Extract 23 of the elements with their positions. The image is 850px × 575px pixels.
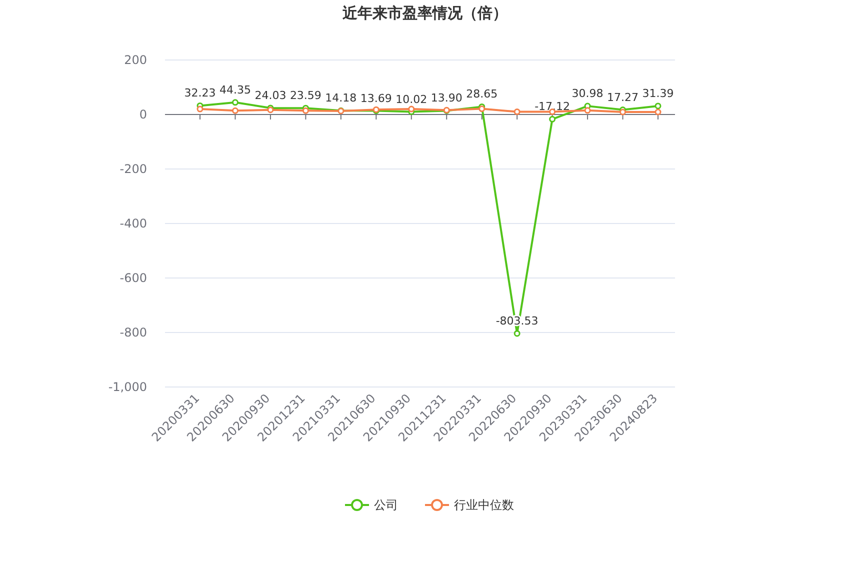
data-label: 13.90 xyxy=(430,92,462,105)
data-label: 17.27 xyxy=(607,90,639,104)
y-tick-label: -600 xyxy=(120,271,147,285)
data-label: 30.98 xyxy=(572,87,604,100)
legend-label: 行业中位数 xyxy=(454,498,514,512)
y-tick-label: 200 xyxy=(124,53,147,67)
data-label: 28.65 xyxy=(466,88,498,101)
data-label: 13.69 xyxy=(360,92,392,105)
y-tick-label: -800 xyxy=(120,326,147,340)
y-tick-label: -400 xyxy=(120,216,147,230)
data-label: 44.35 xyxy=(219,83,251,96)
y-tick-label: -200 xyxy=(120,162,147,176)
data-label: 31.39 xyxy=(642,86,674,100)
data-label: -17.12 xyxy=(534,100,570,114)
legend-label: 公司 xyxy=(374,498,398,512)
data-label: 23.59 xyxy=(290,89,322,102)
chart-title: 近年来市盈率情况（倍） xyxy=(342,4,508,22)
data-label: 24.03 xyxy=(254,88,286,102)
data-label: 14.18 xyxy=(325,92,357,105)
data-label: 10.02 xyxy=(396,92,428,106)
y-tick-label: 0 xyxy=(139,108,147,122)
y-tick-label: -1,000 xyxy=(108,380,147,394)
data-label: 32.23 xyxy=(184,86,216,100)
